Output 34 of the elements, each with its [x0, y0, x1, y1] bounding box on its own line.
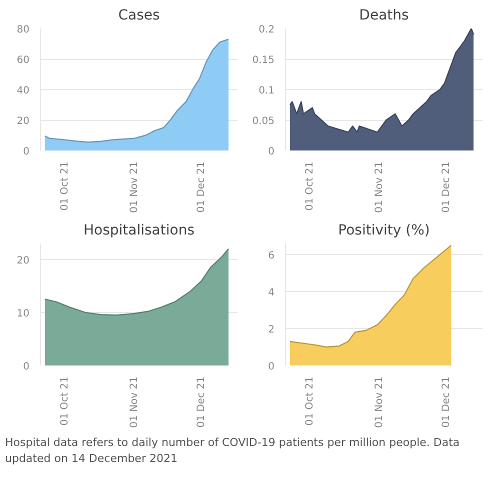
- y-tick-label: 0.05: [252, 116, 274, 127]
- chart-title: Hospitalisations: [84, 222, 194, 238]
- y-tick-label: 0.15: [252, 55, 274, 66]
- x-tick-label: 01 Dec 21: [441, 161, 452, 213]
- y-tick-label: 0.1: [258, 86, 275, 96]
- x-tick-label: 01 Nov 21: [374, 376, 386, 428]
- y-tick-label: 0: [268, 146, 275, 158]
- y-tick-label: 10: [16, 308, 30, 320]
- x-tick-label: 01 Oct 21: [304, 161, 316, 211]
- x-tick-label: 01 Oct 21: [304, 376, 316, 426]
- x-tick-label: 01 Dec 21: [196, 161, 208, 213]
- x-tick-label: 01 Nov 21: [129, 161, 140, 213]
- y-tick-label: 0: [23, 362, 30, 372]
- x-tick-label: 01 Dec 21: [196, 376, 208, 428]
- text: Hospital data refers to daily number of COVID-19 patients per million people. Data updated on 14 December 2021: [5, 435, 461, 466]
- x-tick-label: 01 Oct 21: [60, 376, 71, 426]
- y-tick-label: 60: [16, 55, 30, 66]
- chart-title: Positivity (%): [338, 222, 430, 238]
- x-tick-label: 01 Nov 21: [374, 161, 386, 213]
- y-tick-label: 4: [268, 288, 275, 299]
- y-tick-label: 2: [268, 324, 275, 336]
- y-tick-label: 6: [268, 250, 275, 262]
- x-tick-label: 01 Dec 21: [441, 376, 452, 428]
- y-tick-label: 20: [16, 255, 30, 266]
- y-tick-label: 0: [23, 146, 30, 158]
- x-tick-label: 01 Oct 21: [60, 161, 71, 211]
- x-tick-label: 01 Nov 21: [129, 376, 140, 428]
- y-tick-label: 0: [268, 362, 275, 372]
- y-tick-label: 20: [16, 116, 30, 127]
- y-tick-label: 40: [16, 86, 30, 96]
- y-tick-label: 80: [16, 24, 30, 36]
- y-tick-label: 0.2: [258, 24, 275, 36]
- chart-title: Deaths: [359, 8, 409, 24]
- chart-title: Cases: [118, 8, 160, 24]
